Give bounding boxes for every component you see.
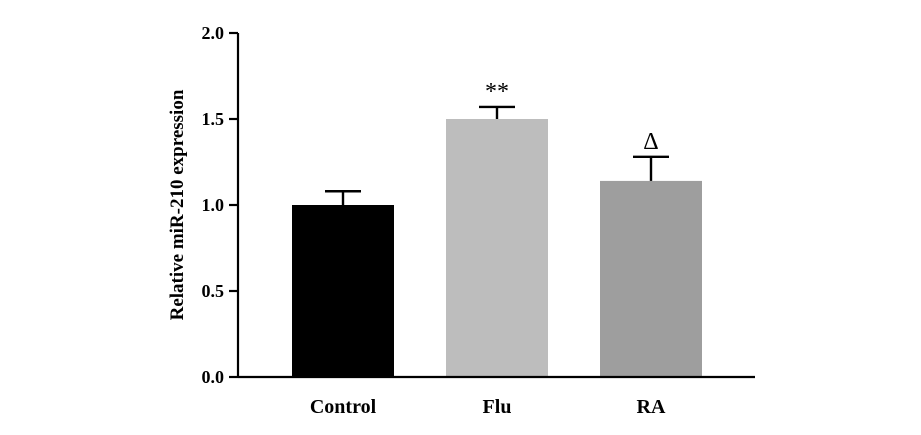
bar-control [292, 205, 394, 377]
significance-label-ra: Δ [643, 129, 658, 155]
y-tick-label: 1.5 [202, 109, 225, 129]
bar-flu [446, 119, 548, 377]
y-tick-label: 1.0 [202, 195, 225, 215]
significance-label-flu: ** [485, 79, 509, 105]
bar-ra [600, 180, 702, 377]
x-category-label: Flu [483, 396, 512, 418]
y-tick-label: 0.0 [202, 367, 225, 387]
y-tick-label: 0.5 [202, 281, 225, 301]
x-category-label: Control [310, 396, 377, 418]
y-axis-title: Relative miR-210 expression [167, 89, 188, 320]
x-category-label: RA [637, 396, 666, 418]
y-tick-label: 2.0 [202, 23, 225, 43]
